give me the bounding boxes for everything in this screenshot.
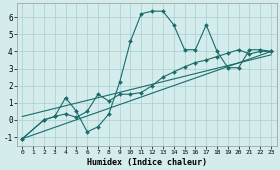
X-axis label: Humidex (Indice chaleur): Humidex (Indice chaleur) (87, 158, 207, 167)
